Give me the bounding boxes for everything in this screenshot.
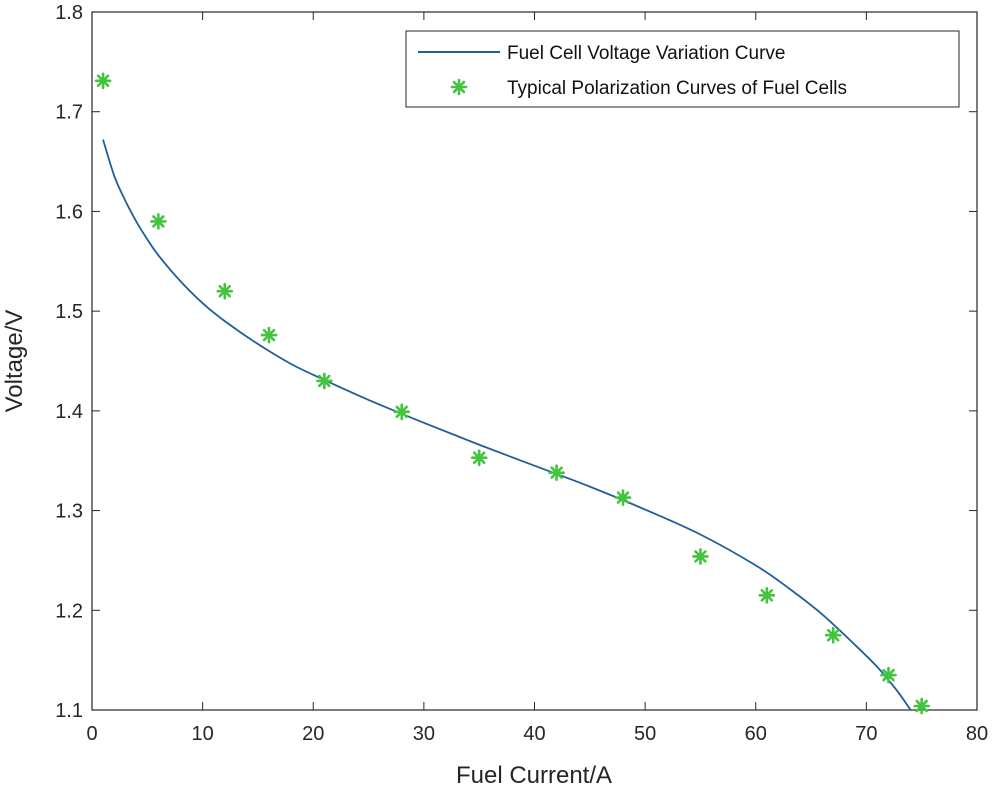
legend-star-marker — [450, 78, 468, 96]
legend-box — [405, 30, 960, 108]
x-ticks: 0 10 20 30 40 50 60 70 80 — [86, 12, 988, 745]
polarization-point — [94, 72, 112, 90]
polarization-point — [393, 403, 411, 421]
polarization-point — [880, 666, 897, 684]
x-tick-label: 70 — [855, 723, 877, 745]
series-layer — [94, 72, 930, 715]
x-tick-label: 10 — [192, 723, 214, 745]
x-tick-label: 80 — [966, 723, 988, 745]
x-tick-label: 60 — [745, 723, 767, 745]
polarization-point — [216, 282, 234, 300]
x-tick-label: 50 — [634, 723, 656, 745]
y-tick-label: 1.1 — [55, 700, 83, 722]
polarization-point — [824, 626, 842, 644]
polarization-point — [758, 587, 776, 604]
series-voltage-curve-line — [102, 139, 912, 711]
polarization-point — [316, 372, 333, 390]
polarization-point — [260, 326, 278, 344]
polarization-point — [692, 548, 709, 565]
y-tick-label: 1.5 — [55, 301, 83, 323]
y-axis-label: Voltage/V — [1, 310, 28, 413]
x-tick-label: 0 — [86, 723, 97, 745]
legend: Fuel Cell Voltage Variation Curve Typica… — [405, 30, 960, 108]
y-tick-label: 1.4 — [55, 401, 83, 423]
y-ticks: 1.1 1.2 1.3 1.4 1.5 1.6 1.7 1.8 — [55, 2, 977, 722]
polarization-point — [548, 464, 565, 481]
x-tick-label: 30 — [413, 723, 435, 745]
legend-label-voltage-curve: Fuel Cell Voltage Variation Curve — [507, 43, 785, 64]
y-tick-label: 1.8 — [55, 2, 83, 24]
polarization-point — [470, 449, 488, 467]
polarization-point — [913, 697, 930, 715]
y-tick-label: 1.7 — [55, 102, 83, 124]
x-tick-label: 20 — [302, 723, 324, 745]
y-tick-label: 1.2 — [55, 600, 83, 622]
polarization-point — [614, 489, 632, 506]
legend-label-polarization: Typical Polarization Curves of Fuel Cell… — [507, 78, 847, 99]
x-tick-label: 40 — [523, 723, 545, 745]
x-axis-label: Fuel Current/A — [456, 762, 612, 789]
y-tick-label: 1.6 — [55, 201, 83, 223]
legend-star-swatch — [450, 78, 468, 96]
y-tick-label: 1.3 — [55, 501, 83, 523]
polarization-point — [150, 213, 167, 230]
plot-area — [91, 11, 978, 711]
